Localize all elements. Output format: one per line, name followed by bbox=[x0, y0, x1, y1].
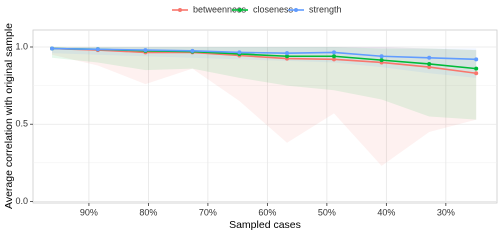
y-axis-title: Average correlation with original sample bbox=[3, 23, 15, 209]
x-tick-label: 80% bbox=[139, 207, 157, 217]
point bbox=[237, 50, 242, 55]
legend-label: closeness bbox=[253, 4, 294, 14]
legend-label: betweenness bbox=[193, 4, 247, 14]
legend-key bbox=[294, 8, 298, 12]
legend-key bbox=[178, 8, 182, 12]
confidence-band bbox=[52, 46, 477, 120]
point bbox=[285, 51, 290, 56]
point bbox=[379, 54, 384, 59]
y-tick-label: 0.0 bbox=[15, 196, 28, 206]
x-tick-label: 50% bbox=[318, 207, 336, 217]
point bbox=[190, 48, 195, 53]
point bbox=[285, 54, 290, 59]
chart: Sampled cases Average correlation with o… bbox=[3, 4, 498, 231]
point bbox=[427, 61, 432, 66]
point bbox=[50, 46, 55, 51]
point bbox=[474, 57, 479, 62]
point bbox=[427, 65, 432, 70]
x-tick-label: 70% bbox=[199, 207, 217, 217]
series-line bbox=[52, 47, 477, 75]
x-tick-label: 90% bbox=[80, 207, 98, 217]
point bbox=[474, 66, 479, 71]
point bbox=[332, 57, 337, 62]
point bbox=[427, 55, 432, 60]
panel bbox=[32, 29, 498, 204]
legend-label: strength bbox=[309, 4, 342, 14]
x-tick-label: 60% bbox=[258, 207, 276, 217]
point bbox=[379, 58, 384, 63]
series-line bbox=[52, 47, 477, 61]
legend-key bbox=[238, 8, 242, 12]
confidence-band bbox=[52, 46, 477, 166]
y-tick-label: 1.0 bbox=[15, 41, 28, 51]
x-axis-title: Sampled cases bbox=[229, 219, 301, 231]
point bbox=[474, 71, 479, 76]
x-tick-label: 40% bbox=[377, 207, 395, 217]
point bbox=[332, 50, 337, 55]
point bbox=[332, 54, 337, 59]
y-tick-label: 0.5 bbox=[15, 119, 28, 129]
point bbox=[143, 48, 148, 53]
point bbox=[95, 47, 100, 52]
x-tick-label: 30% bbox=[437, 207, 455, 217]
